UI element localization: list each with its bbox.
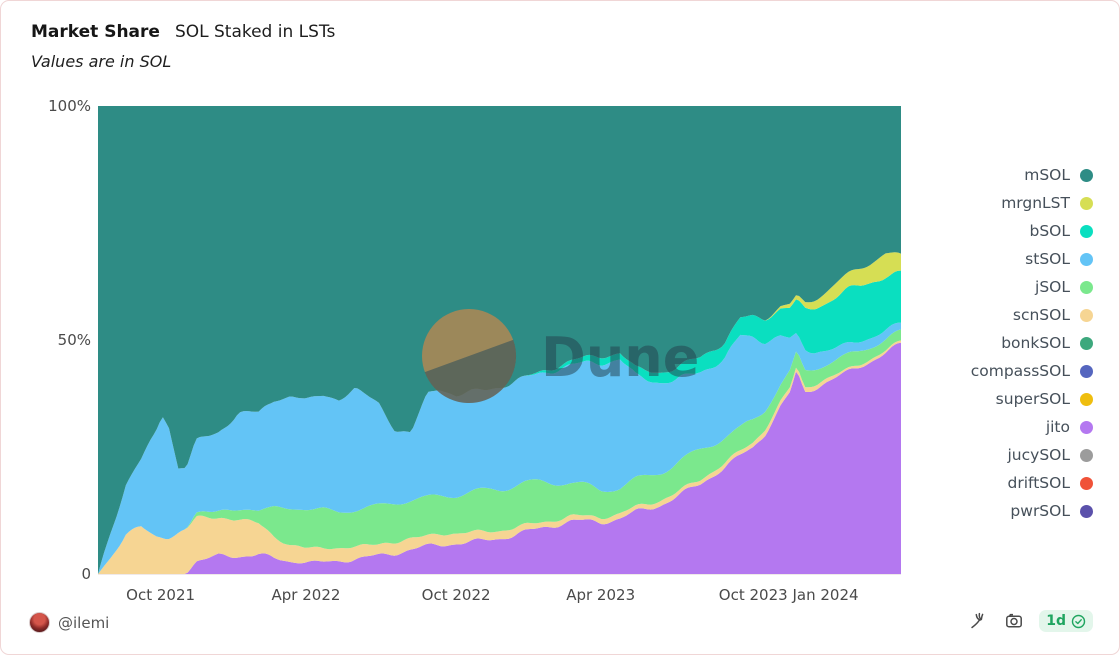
legend-swatch <box>1080 336 1093 350</box>
x-tick-label: Oct 2022 <box>421 586 491 604</box>
author-link[interactable]: @ilemi <box>29 612 109 633</box>
legend-swatch <box>1080 476 1093 490</box>
area-series-jSOL[interactable] <box>98 329 901 574</box>
camera-icon <box>1006 613 1023 628</box>
data-freshness-badge[interactable]: 1d <box>1039 610 1093 632</box>
chart-title-description: SOL Staked in LSTs <box>174 22 336 42</box>
x-tick-label: Oct 2023 <box>718 586 788 604</box>
legend-item-superSOL[interactable]: superSOL <box>923 385 1093 413</box>
verified-check-icon <box>1071 614 1086 628</box>
legend-label: jSOL <box>1035 278 1070 296</box>
legend-item-jSOL[interactable]: jSOL <box>923 273 1093 301</box>
legend-label: mSOL <box>1024 166 1070 184</box>
page-title: Market Share SOL Staked in LSTs <box>31 22 335 42</box>
legend-label: superSOL <box>995 390 1070 408</box>
legend-swatch <box>1080 280 1093 294</box>
legend-label: mrgnLST <box>1001 194 1070 212</box>
area-series-jito[interactable] <box>98 342 901 574</box>
legend-item-mSOL[interactable]: mSOL <box>923 161 1093 189</box>
legend-label: bonkSOL <box>1001 334 1070 352</box>
y-tick-label: 0 <box>81 565 91 583</box>
legend-label: driftSOL <box>1007 474 1070 492</box>
legend-item-stSOL[interactable]: stSOL <box>923 245 1093 273</box>
legend-item-jito[interactable]: jito <box>923 413 1093 441</box>
legend-swatch <box>1080 420 1093 434</box>
legend-swatch <box>1080 168 1093 182</box>
y-tick-label: 50% <box>57 331 91 349</box>
legend-swatch <box>1080 224 1093 238</box>
fork-icon <box>971 612 984 629</box>
legend-label: scnSOL <box>1012 306 1070 324</box>
legend-label: bSOL <box>1029 222 1070 240</box>
x-tick-label: Apr 2022 <box>271 586 341 604</box>
legend-swatch <box>1080 196 1093 210</box>
x-tick-label: Apr 2023 <box>566 586 636 604</box>
legend-label: pwrSOL <box>1010 502 1070 520</box>
legend-swatch <box>1080 448 1093 462</box>
dune-logo-wave <box>424 339 517 404</box>
chart-subtitle: Values are in SOL <box>31 52 172 71</box>
legend-label: compassSOL <box>970 362 1070 380</box>
legend-item-jucySOL[interactable]: jucySOL <box>923 441 1093 469</box>
footer-actions: 1d <box>967 610 1093 632</box>
legend: mSOL mrgnLST bSOL stSOL jSOL scnSOL bonkSOL com… <box>923 161 1093 525</box>
x-tick-label: Jan 2024 <box>792 586 859 604</box>
plot-area[interactable]: Dune <box>98 106 901 575</box>
legend-swatch <box>1080 364 1093 378</box>
legend-item-compassSOL[interactable]: compassSOL <box>923 357 1093 385</box>
dune-watermark-text: Dune <box>541 326 699 389</box>
stacked-area-chart[interactable]: Dune <box>98 106 901 574</box>
freshness-label: 1d <box>1046 613 1066 629</box>
author-handle: @ilemi <box>58 613 110 632</box>
legend-swatch <box>1080 308 1093 322</box>
legend-item-mrgnLST[interactable]: mrgnLST <box>923 189 1093 217</box>
y-tick-label: 100% <box>48 97 91 115</box>
legend-item-driftSOL[interactable]: driftSOL <box>923 469 1093 497</box>
legend-item-scnSOL[interactable]: scnSOL <box>923 301 1093 329</box>
fork-button[interactable] <box>967 610 989 632</box>
legend-swatch <box>1080 504 1093 518</box>
legend-item-pwrSOL[interactable]: pwrSOL <box>923 497 1093 525</box>
author-avatar <box>29 612 50 633</box>
legend-label: stSOL <box>1025 250 1070 268</box>
dune-watermark: Dune <box>422 309 699 404</box>
area-series-scnSOL[interactable] <box>98 340 901 574</box>
area-series-stSOL[interactable] <box>98 322 901 574</box>
legend-swatch <box>1080 252 1093 266</box>
chart-title-name: Market Share <box>31 22 160 42</box>
x-tick-label: Oct 2021 <box>126 586 196 604</box>
legend-label: jito <box>1045 418 1070 436</box>
legend-swatch <box>1080 392 1093 406</box>
legend-item-bonkSOL[interactable]: bonkSOL <box>923 329 1093 357</box>
screenshot-button[interactable] <box>1003 610 1025 632</box>
legend-label: jucySOL <box>1007 446 1071 464</box>
legend-item-bSOL[interactable]: bSOL <box>923 217 1093 245</box>
